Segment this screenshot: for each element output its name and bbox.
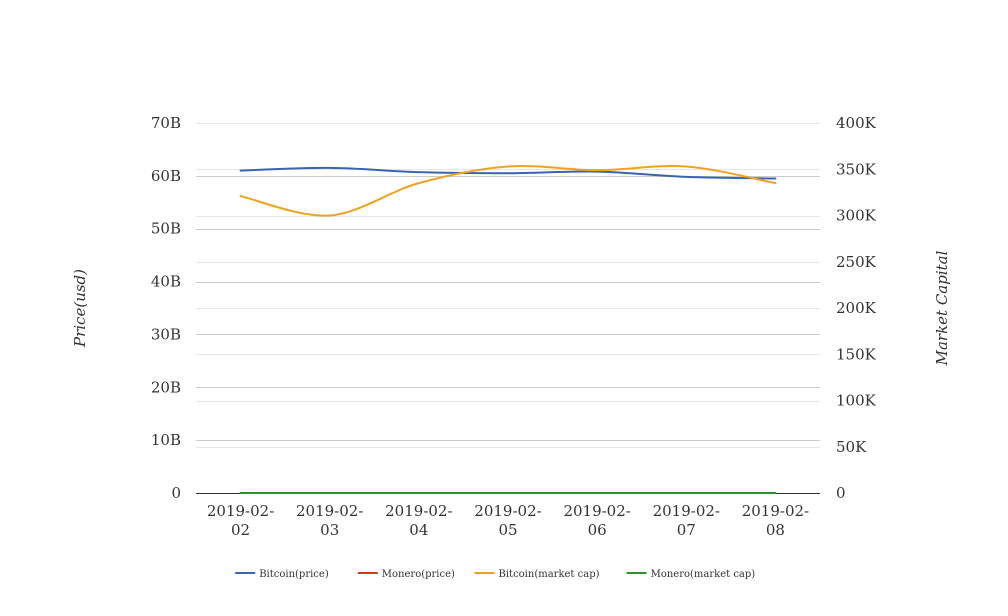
legend-label: Monero(price) <box>382 569 455 580</box>
left-tick-label: 0 <box>171 484 181 502</box>
left-tick-label: 60B <box>151 167 181 185</box>
legend-item[interactable]: Bitcoin(price) <box>235 569 329 580</box>
legend: Bitcoin(price) Monero(price) Bitcoin(marke… <box>235 569 755 580</box>
series-line-bitcoin-market-cap <box>239 165 777 217</box>
grid-lines <box>196 123 820 448</box>
right-tick-label: 50K <box>836 438 867 456</box>
right-tick-label: 0 <box>836 484 846 502</box>
left-tick-label: 10B <box>151 431 181 449</box>
x-tick-label: 2019-02-02 <box>207 502 274 539</box>
x-tick-label: 2019-02-08 <box>742 502 809 539</box>
right-tick-label: 350K <box>836 160 877 178</box>
left-tick-label: 40B <box>151 273 181 291</box>
x-tick-label: 2019-02-05 <box>474 502 541 539</box>
series-lines <box>239 165 777 495</box>
left-axis-tick-labels: 0 10B 20B 30B 40B 50B 60B 70B <box>151 114 181 502</box>
left-tick-label: 20B <box>151 378 181 396</box>
left-tick-label: 50B <box>151 220 181 238</box>
left-tick-label: 70B <box>151 114 181 132</box>
right-tick-label: 250K <box>836 253 877 271</box>
right-axis-tick-labels: 0 50K 100K 150K 200K 250K 300K 350K 400K <box>836 114 877 502</box>
right-tick-label: 200K <box>836 299 877 317</box>
legend-label: Monero(market cap) <box>651 569 756 580</box>
x-tick-label: 2019-02-07 <box>653 502 720 539</box>
legend-label: Bitcoin(price) <box>259 569 329 580</box>
left-tick-label: 30B <box>151 325 181 343</box>
legend-label: Bitcoin(market cap) <box>499 569 600 580</box>
right-tick-label: 400K <box>836 114 877 132</box>
left-axis-title: Price(usd) <box>71 269 89 348</box>
x-tick-label: 2019-02-03 <box>296 502 363 539</box>
right-tick-label: 300K <box>836 207 877 225</box>
legend-item[interactable]: Monero(market cap) <box>626 569 756 580</box>
right-tick-label: 150K <box>836 345 877 363</box>
legend-item[interactable]: Bitcoin(market cap) <box>474 569 600 580</box>
series-line-bitcoin-price <box>239 166 777 180</box>
legend-item[interactable]: Monero(price) <box>357 569 455 580</box>
right-tick-label: 100K <box>836 392 877 410</box>
right-axis-title: Market Capital <box>933 250 951 366</box>
x-axis-tick-labels: 2019-02-02 2019-02-03 2019-02-04 2019-02-05… <box>207 502 809 539</box>
x-tick-label: 2019-02-06 <box>563 502 630 539</box>
x-tick-label: 2019-02-04 <box>385 502 452 539</box>
